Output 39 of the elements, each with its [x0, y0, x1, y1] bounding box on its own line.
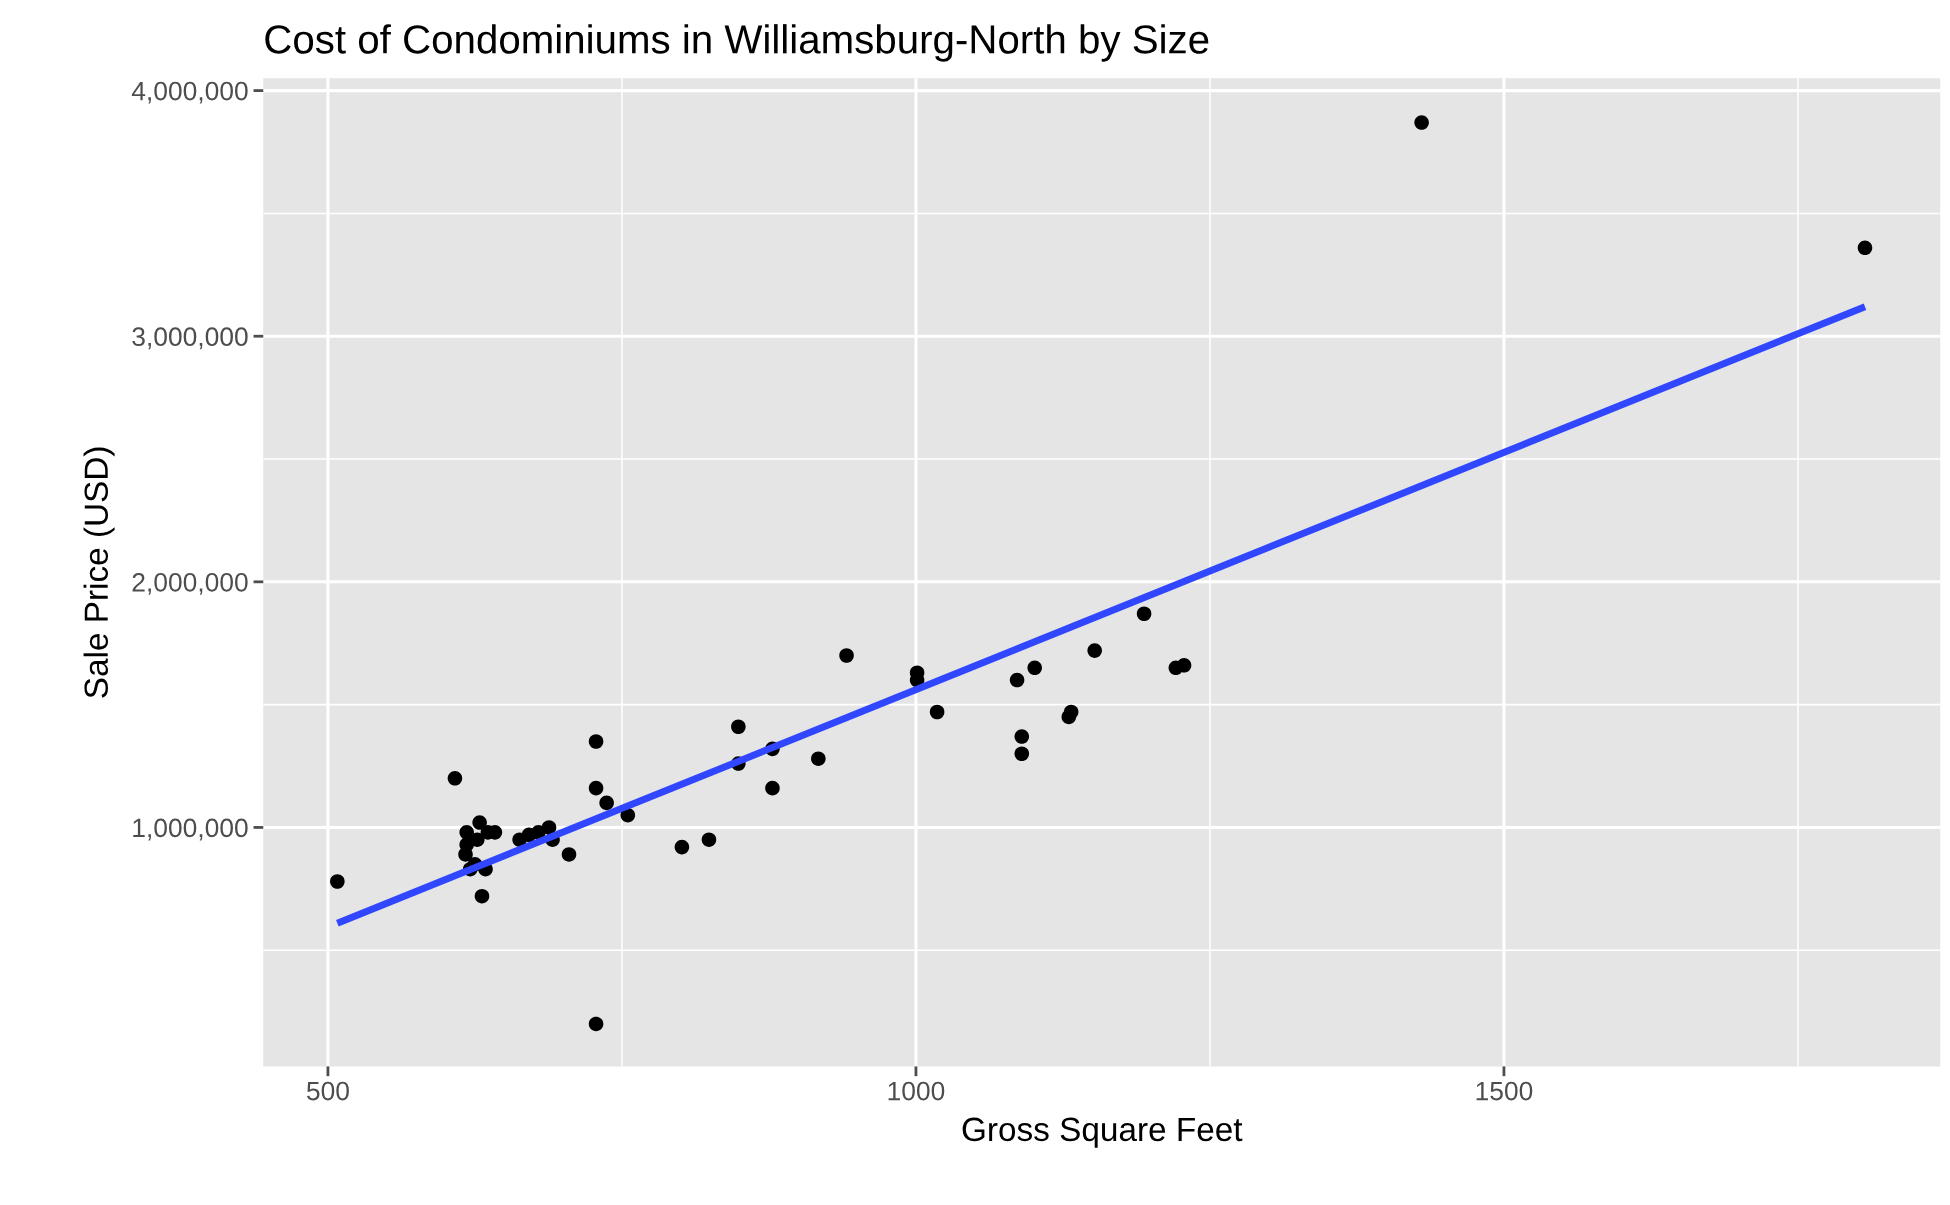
point: [1176, 658, 1192, 673]
point: [1014, 746, 1030, 762]
point: [811, 751, 826, 766]
x-tick-label: 1000: [888, 1081, 945, 1101]
point: [1063, 704, 1079, 720]
point: [561, 847, 577, 862]
point: [541, 820, 557, 835]
point: [1027, 660, 1042, 676]
point: [599, 795, 614, 811]
point: [588, 1016, 604, 1032]
point: [731, 719, 746, 735]
x-axis-title: Gross Square Feet: [962, 1117, 1243, 1148]
point: [330, 874, 345, 889]
point: [765, 780, 780, 796]
chart-title: Cost of Condominiums in Williamsburg-North by Size: [265, 24, 1209, 62]
y-tick-label: 4,000,000: [131, 81, 248, 104]
point: [929, 704, 945, 720]
point: [1009, 672, 1025, 688]
y-axis-title: Sale Price (USD): [83, 447, 115, 698]
y-tick-label: 2,000,000: [132, 572, 248, 595]
point: [588, 780, 604, 796]
point: [588, 734, 604, 749]
point: [472, 815, 487, 830]
point: [1014, 729, 1030, 744]
point: [839, 648, 854, 663]
point: [1414, 115, 1429, 130]
point: [470, 832, 485, 848]
point: [474, 888, 490, 904]
point: [701, 832, 717, 848]
point: [674, 839, 690, 855]
y-tick-label: 3,000,000: [132, 327, 248, 350]
point: [458, 847, 473, 862]
point: [1136, 606, 1152, 622]
point: [1857, 240, 1873, 256]
x-tick-label: 500: [306, 1081, 349, 1101]
y-tick-label: 1,000,000: [133, 818, 248, 841]
point: [447, 771, 463, 786]
point: [1087, 643, 1102, 658]
x-tick-label: 1500: [1476, 1081, 1533, 1101]
